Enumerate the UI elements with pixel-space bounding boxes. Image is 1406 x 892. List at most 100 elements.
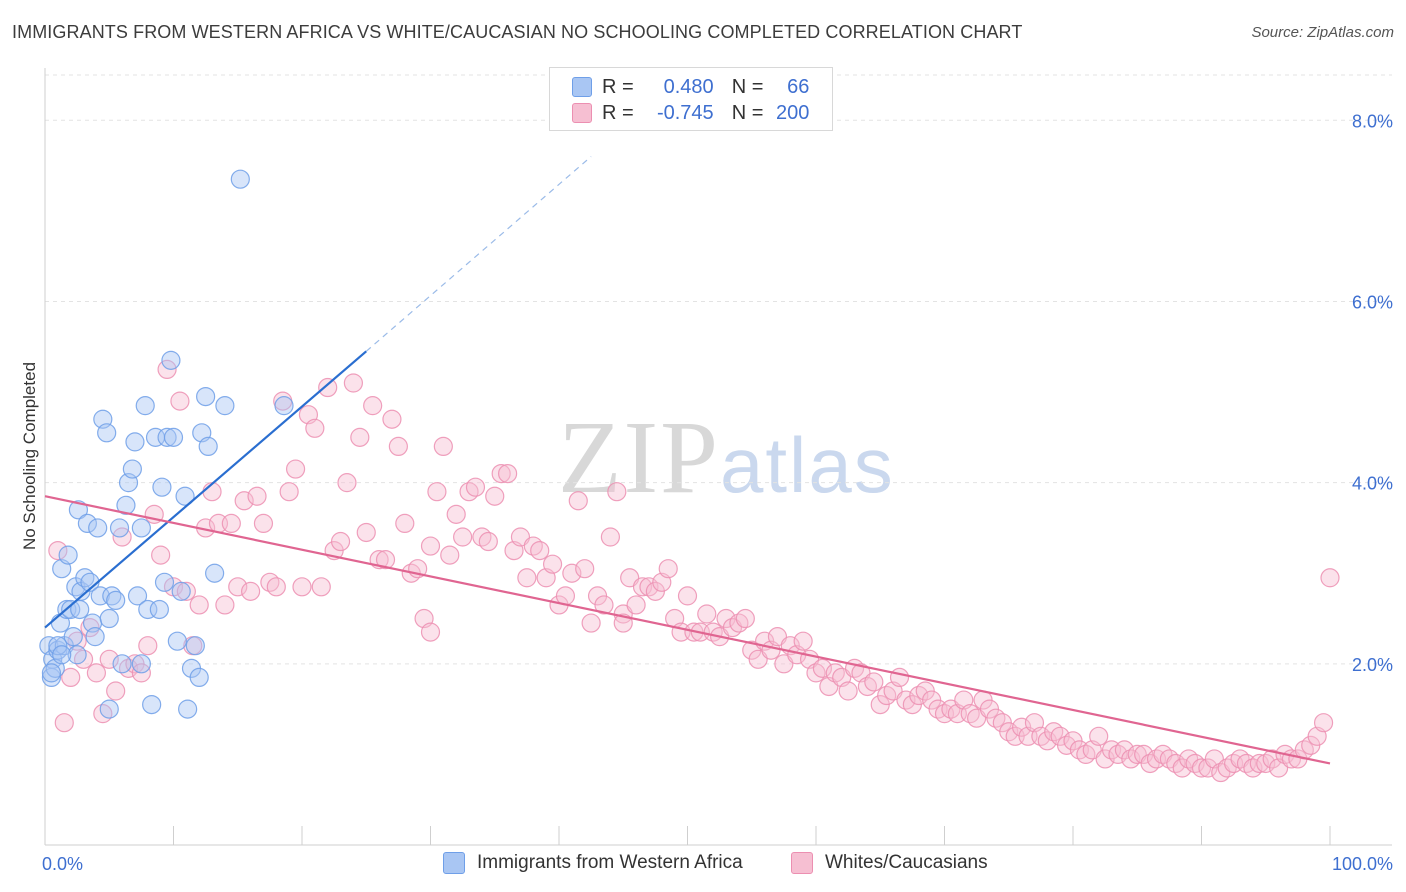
- y-tick-label: 4.0%: [1352, 474, 1393, 494]
- data-point-whites: [311, 577, 331, 597]
- data-point-whites: [247, 486, 267, 506]
- data-point-western-africa: [175, 486, 195, 506]
- legend-n-value: 200: [776, 101, 810, 124]
- data-point-whites: [221, 513, 241, 534]
- bottom-legend-label: Immigrants from Western Africa: [477, 852, 743, 873]
- data-point-western-africa: [63, 627, 83, 647]
- data-point-western-africa: [67, 645, 87, 665]
- data-point-western-africa: [131, 518, 151, 538]
- data-point-whites: [498, 463, 518, 484]
- y-tick-label: 8.0%: [1352, 111, 1393, 131]
- data-point-western-africa: [122, 459, 142, 479]
- legend-r-label: R =: [602, 101, 634, 124]
- data-point-whites: [388, 436, 408, 457]
- data-point-whites: [465, 477, 486, 497]
- data-point-whites: [54, 713, 74, 733]
- data-point-western-africa: [88, 518, 108, 538]
- chart-title: IMMIGRANTS FROM WESTERN AFRICA VS WHITE/…: [12, 22, 1023, 42]
- data-point-western-africa: [112, 654, 132, 674]
- data-point-whites: [485, 486, 505, 506]
- data-point-whites: [382, 409, 402, 429]
- data-point-whites: [420, 622, 441, 642]
- data-point-western-africa: [154, 572, 175, 592]
- correlation-legend: R = 0.480 N = 66 R = -0.745 N = 200: [549, 67, 833, 131]
- legend-n-label: N =: [731, 75, 764, 98]
- data-point-whites: [812, 658, 833, 678]
- data-point-whites: [889, 667, 910, 688]
- data-point-western-africa: [142, 694, 162, 715]
- data-point-western-africa: [106, 590, 126, 611]
- watermark: ZIPatlas: [558, 398, 895, 517]
- data-point-whites: [234, 491, 254, 511]
- data-point-western-africa: [125, 432, 145, 452]
- data-point-whites: [568, 491, 588, 511]
- data-point-whites: [285, 459, 306, 479]
- watermark-atlas: atlas: [720, 421, 895, 509]
- data-point-whites: [375, 550, 396, 570]
- bottom-legend-label: Whites/Caucasians: [825, 852, 988, 873]
- data-point-whites: [420, 536, 441, 556]
- data-point-western-africa: [161, 350, 181, 370]
- data-point-whites: [1249, 753, 1269, 774]
- data-point-whites: [594, 595, 614, 615]
- data-point-whites: [1320, 568, 1340, 588]
- data-point-whites: [292, 577, 312, 597]
- data-point-whites: [632, 577, 653, 597]
- data-point-whites: [330, 531, 351, 552]
- data-point-whites: [48, 540, 68, 561]
- data-point-whites: [735, 608, 755, 629]
- legend-r-label: R =: [602, 75, 634, 98]
- data-point-whites: [61, 667, 81, 688]
- data-point-whites: [1089, 726, 1109, 746]
- data-point-whites: [626, 595, 646, 615]
- data-point-western-africa: [99, 699, 119, 719]
- y-tick-label: 6.0%: [1352, 292, 1393, 312]
- data-point-whites: [202, 482, 222, 502]
- data-point-whites: [279, 482, 299, 502]
- source-label: Source: ZipAtlas.com: [1251, 24, 1394, 41]
- data-point-whites: [517, 568, 537, 588]
- bottom-legend-swatch-pink: [791, 852, 813, 874]
- data-point-whites: [697, 604, 717, 624]
- data-point-whites: [446, 504, 466, 524]
- watermark-zip: ZIP: [558, 400, 720, 515]
- data-point-whites: [562, 563, 582, 583]
- data-point-western-africa: [152, 477, 172, 497]
- data-point-western-africa: [167, 631, 187, 651]
- data-point-whites: [575, 559, 595, 579]
- data-point-whites: [189, 595, 209, 615]
- data-point-whites: [215, 595, 235, 615]
- data-point-whites: [864, 672, 884, 692]
- data-point-whites: [478, 531, 498, 552]
- legend-swatch-pink: [572, 103, 592, 123]
- legend-n-value: 66: [787, 75, 810, 98]
- data-point-western-africa: [135, 396, 155, 416]
- data-point-western-africa: [99, 608, 119, 629]
- data-point-whites: [440, 545, 460, 565]
- data-point-whites: [542, 554, 563, 574]
- data-point-whites: [530, 540, 550, 561]
- data-point-whites: [170, 391, 190, 411]
- data-point-whites: [613, 613, 633, 633]
- data-point-whites: [350, 427, 370, 447]
- bottom-legend-item-whites: Whites/Caucasians: [791, 852, 988, 874]
- data-point-whites: [241, 581, 261, 601]
- x-tick-label: 0.0%: [42, 854, 83, 874]
- x-tick-label: 100.0%: [1332, 854, 1393, 874]
- data-point-western-africa: [77, 513, 98, 534]
- data-point-whites: [356, 522, 376, 543]
- data-point-whites: [106, 681, 126, 701]
- data-point-whites: [453, 527, 473, 547]
- data-point-western-africa: [97, 423, 117, 443]
- data-point-western-africa: [178, 699, 198, 719]
- data-point-western-africa: [90, 586, 110, 606]
- data-point-whites: [266, 577, 286, 597]
- data-point-western-africa: [205, 563, 225, 583]
- data-point-whites: [86, 663, 107, 683]
- y-tick-label: 2.0%: [1352, 655, 1393, 675]
- data-point-western-africa: [157, 427, 177, 447]
- bottom-legend-swatch-blue: [443, 852, 465, 874]
- data-point-western-africa: [138, 599, 158, 620]
- data-point-western-africa: [109, 518, 130, 538]
- legend-swatch-blue: [572, 77, 592, 97]
